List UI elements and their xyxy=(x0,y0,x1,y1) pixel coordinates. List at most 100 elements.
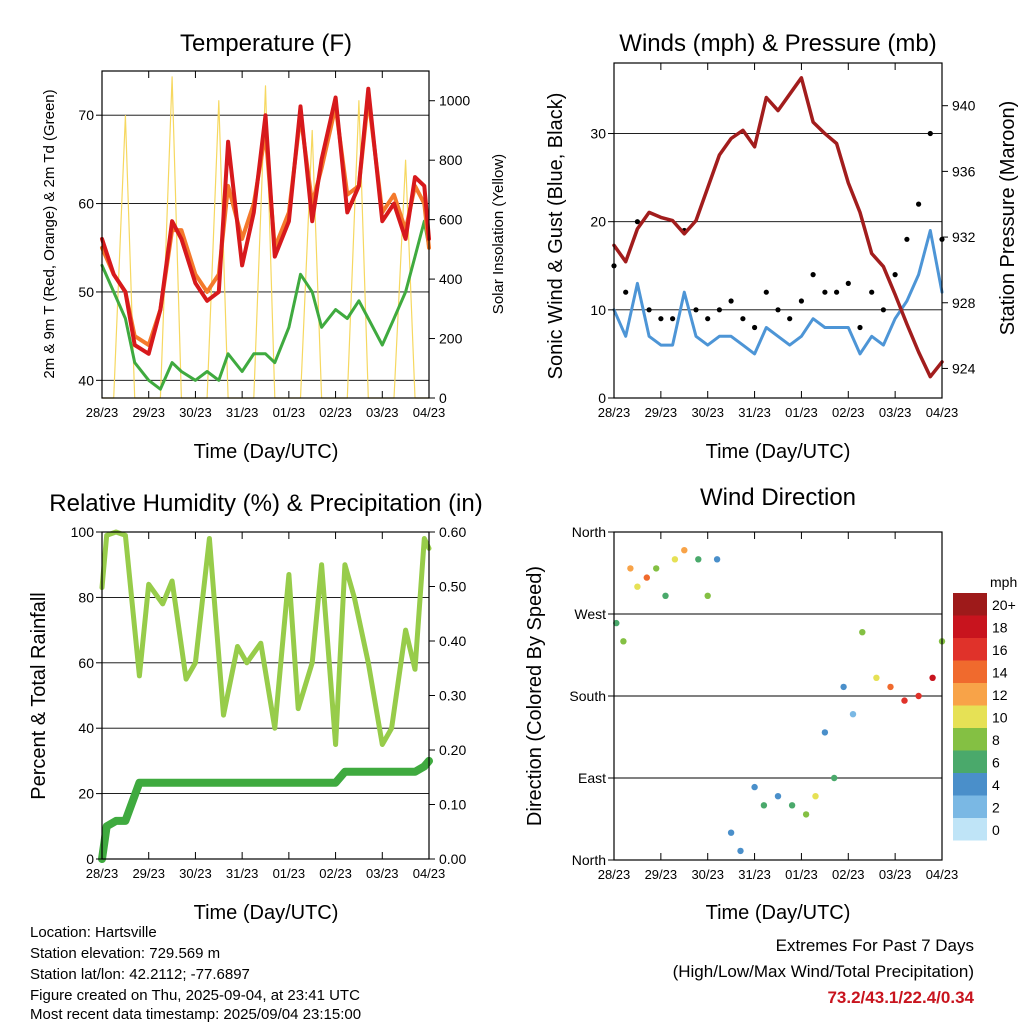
x-tick-label: 28/23 xyxy=(86,866,119,881)
y-tick-label: 40 xyxy=(78,372,94,388)
temperature-ylabel-right: Solar Insolation (Yellow) xyxy=(490,154,507,314)
gust-point xyxy=(740,316,746,322)
colorbar-swatch xyxy=(953,615,987,638)
extremes-title: Extremes For Past 7 Days xyxy=(775,936,974,955)
winds-grid xyxy=(614,133,942,399)
extremes-subtitle: (High/Low/Max Wind/Total Precipitation) xyxy=(672,962,974,981)
x-tick-label: 30/23 xyxy=(691,867,724,882)
winds-plot-frame xyxy=(613,62,943,399)
gust-point xyxy=(763,289,769,295)
winds-ticks: 28/23 29/23 30/23 31/23 01/23 02/23 03/23 04/23… xyxy=(590,63,976,420)
colorbar-label: 8 xyxy=(992,732,1000,748)
figure-created: Figure created on Thu, 2025-09-04, at 23… xyxy=(30,987,360,1004)
recent-timestamp: Most recent data timestamp: 2025/09/04 2… xyxy=(30,1006,362,1023)
direction-point xyxy=(840,683,847,691)
x-tick-label: 29/23 xyxy=(132,866,165,881)
y-tick-label: 60 xyxy=(78,196,94,212)
direction-series xyxy=(613,547,946,855)
gust-point xyxy=(904,236,910,242)
x-tick-label: 04/23 xyxy=(926,405,959,420)
y-tick-label-right: 0 xyxy=(439,390,447,406)
gust-point xyxy=(810,272,816,278)
gust-point xyxy=(834,289,840,295)
direction-point xyxy=(859,629,866,636)
temperature-series xyxy=(100,76,431,399)
gust-point xyxy=(728,298,734,304)
direction-title: Wind Direction xyxy=(700,484,856,511)
y-tick-label: 10 xyxy=(590,302,606,318)
gust-point xyxy=(705,316,711,322)
pressure-line xyxy=(612,76,944,379)
speed-colorbar: 20+ 18 16 14 12 10 8 6 4 2 0 xyxy=(953,593,1016,841)
humidity-ylabel-left: Percent & Total Rainfall xyxy=(28,592,50,800)
x-tick-label: 30/23 xyxy=(179,866,212,881)
y-tick-label: North xyxy=(572,524,606,540)
x-tick-label: 02/23 xyxy=(319,866,352,881)
gust-point xyxy=(880,307,887,313)
station-location: Location: Hartsville xyxy=(30,924,157,941)
gust-point xyxy=(716,307,723,313)
x-tick-label: 31/23 xyxy=(738,867,771,882)
gust-point xyxy=(916,201,922,207)
x-tick-label: 30/23 xyxy=(179,405,212,420)
humidity-plot-frame xyxy=(101,531,430,860)
y-tick-label: 20 xyxy=(590,214,606,230)
direction-ylabel-left: Direction (Colored By Speed) xyxy=(524,566,546,826)
colorbar-label: 4 xyxy=(992,777,1000,793)
y-tick-label: West xyxy=(574,606,606,622)
direction-point xyxy=(737,847,744,855)
direction-ticks: 28/23 29/23 30/23 31/23 01/23 02/23 03/23 04/23… xyxy=(569,524,958,882)
y-tick-label-right: 400 xyxy=(439,271,463,287)
x-tick-label: 31/23 xyxy=(738,405,771,420)
temp-2m-line xyxy=(100,86,431,356)
y-tick-label-right: 0.10 xyxy=(439,797,466,813)
gust-point xyxy=(845,280,851,286)
y-tick-label-right: 0.40 xyxy=(439,633,466,649)
gust-point xyxy=(775,307,781,313)
direction-point xyxy=(695,556,702,563)
humidity-title: Relative Humidity (%) & Precipitation (i… xyxy=(49,490,482,517)
y-tick-label: 50 xyxy=(78,284,94,300)
colorbar-label: 18 xyxy=(992,620,1008,636)
colorbar-swatch xyxy=(953,638,987,661)
extremes-values: 73.2/43.1/22.4/0.34 xyxy=(827,988,974,1007)
colorbar-label: 6 xyxy=(992,755,1000,771)
direction-point xyxy=(887,683,894,691)
x-tick-label: 30/23 xyxy=(691,405,724,420)
y-tick-label: 100 xyxy=(71,524,95,540)
colorbar-swatch xyxy=(953,705,987,728)
dewpoint-line xyxy=(100,219,431,391)
colorbar-label: 20+ xyxy=(992,597,1016,613)
direction-point xyxy=(915,692,922,700)
colorbar-swatch xyxy=(953,750,987,773)
colorbar-label: 0 xyxy=(992,822,1000,838)
colorbar-swatch xyxy=(953,818,987,841)
x-tick-label: 31/23 xyxy=(226,866,259,881)
direction-point xyxy=(671,556,679,563)
direction-point xyxy=(929,674,936,681)
y-tick-label: 0 xyxy=(598,390,606,406)
humidity-grid xyxy=(102,531,429,860)
colorbar-label: 12 xyxy=(992,687,1008,703)
direction-xlabel: Time (Day/UTC) xyxy=(706,902,851,924)
x-tick-label: 03/23 xyxy=(366,866,399,881)
y-tick-label-right: 0.20 xyxy=(439,742,466,758)
gust-point xyxy=(693,307,699,313)
y-tick-label-right: 0.60 xyxy=(439,524,466,540)
x-tick-label: 04/23 xyxy=(413,405,446,420)
colorbar-units: mph xyxy=(990,574,1017,590)
y-tick-label-right: 936 xyxy=(952,163,976,179)
y-tick-label: 40 xyxy=(78,720,94,736)
x-tick-label: 03/23 xyxy=(879,867,912,882)
colorbar-swatch xyxy=(953,728,987,751)
wind-line xyxy=(612,229,944,356)
winds-ylabel-right: Station Pressure (Maroon) xyxy=(997,101,1019,336)
x-tick-label: 03/23 xyxy=(366,405,399,420)
humidity-xlabel: Time (Day/UTC) xyxy=(194,902,339,924)
direction-point xyxy=(662,592,669,599)
direction-point xyxy=(620,638,627,645)
x-tick-label: 01/23 xyxy=(273,866,306,881)
gust-point xyxy=(798,298,805,304)
y-tick-label: 70 xyxy=(78,107,94,123)
